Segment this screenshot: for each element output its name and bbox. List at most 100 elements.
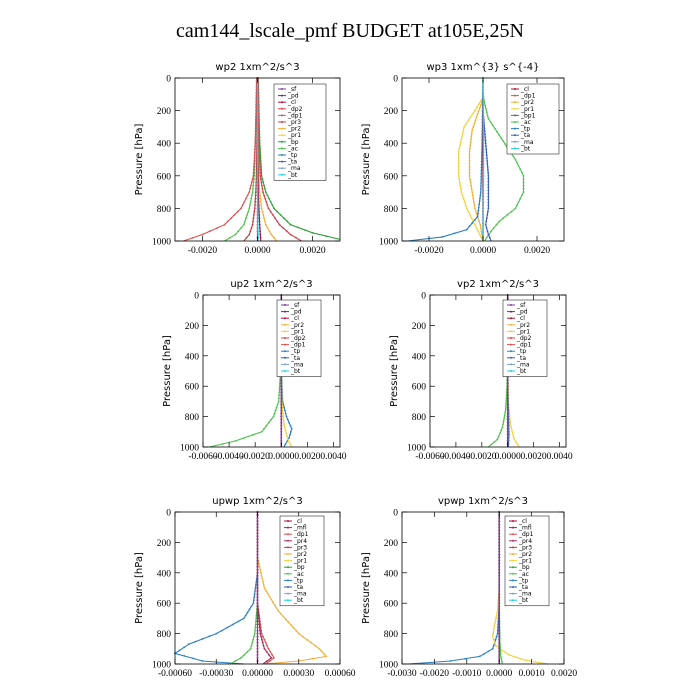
series-marker_dp2: [270, 418, 272, 421]
series-marker_pr2: [275, 607, 278, 609]
series-marker_mfl: [498, 644, 501, 647]
x-tick-label: 0.0020: [294, 452, 320, 462]
series-marker_mfl: [498, 541, 501, 544]
legend-label: _pr2: [516, 322, 530, 329]
series-marker_tp: [468, 225, 471, 228]
series-marker_tp: [480, 185, 482, 187]
series-marker_bt: [256, 89, 259, 91]
series-marker_mfl: [498, 571, 501, 574]
series-marker_tp: [491, 647, 494, 650]
series-marker_dp2: [221, 443, 224, 445]
series-marker_dp1: [254, 136, 257, 139]
series-marker_dp2: [274, 409, 277, 412]
series-marker_dp2: [505, 402, 507, 405]
series-marker_pr1: [493, 625, 496, 627]
series-marker_mfl: [498, 562, 501, 565]
series-marker_bt: [482, 201, 485, 204]
series-marker_pr2: [295, 629, 298, 632]
series-marker_sf: [280, 400, 283, 403]
x-tick-label: 0.0000: [268, 452, 294, 462]
series-marker_dp1: [233, 214, 236, 216]
series-marker_ac: [254, 629, 256, 632]
series-marker_ta: [484, 136, 487, 139]
series-marker_sf: [280, 418, 283, 421]
series-marker_sf: [280, 427, 283, 430]
legend-label: _pr1: [520, 106, 534, 113]
series-marker_dp2: [502, 420, 505, 423]
legend-label: _bt: [516, 368, 527, 375]
x-tick-label: -0.0030: [387, 669, 417, 679]
series-marker_ac: [255, 617, 257, 620]
series-marker_dp2: [272, 214, 274, 216]
series-marker_bt: [256, 106, 259, 109]
series-marker_mfl: [498, 590, 501, 592]
series-marker_pr2: [475, 116, 478, 118]
series-marker_mfl: [256, 657, 259, 659]
panel-title: wp2 1xm^2/s^3: [215, 62, 299, 73]
series-marker_ta: [487, 201, 490, 204]
legend-label: _dp1: [518, 531, 534, 538]
series-marker_mfl: [256, 526, 259, 529]
series-marker_pr1: [460, 138, 463, 141]
x-tick-label: -0.0040: [214, 452, 244, 462]
series-marker_bp: [304, 229, 307, 232]
series-marker_tp: [208, 635, 211, 638]
series-marker_bt: [256, 223, 259, 226]
series-marker_pr1: [491, 635, 494, 638]
legend-label: _pr4: [293, 538, 307, 545]
x-tick-label: -0.0020: [467, 452, 497, 462]
legend-label: _pr2: [520, 99, 534, 106]
series-marker_tp: [288, 421, 290, 424]
series-marker_bt: [482, 189, 485, 192]
series-marker_pr2: [469, 178, 471, 181]
series-marker_bt: [482, 177, 485, 180]
series-marker_ta: [487, 192, 490, 195]
series-marker_dp1: [254, 130, 257, 133]
series-marker_pr3: [255, 184, 257, 187]
y-axis-label: Pressure [hPa]: [134, 124, 145, 196]
series-marker_mfl: [498, 654, 501, 656]
legend-label: _ma: [287, 165, 301, 172]
series-marker_pr1: [494, 641, 496, 644]
series-marker_bt: [482, 94, 484, 97]
series-marker_pr1: [288, 441, 290, 443]
series-marker_dp1: [216, 227, 219, 229]
series-marker_mfl: [256, 654, 259, 656]
series-marker_dp1: [252, 169, 255, 171]
series-marker_ta: [487, 233, 490, 236]
series-marker_dp2: [295, 236, 297, 239]
series-marker_bt: [482, 91, 484, 94]
series-line_pr2: [256, 557, 328, 665]
series-marker_tp: [474, 218, 476, 221]
series-marker_mfl: [256, 641, 259, 644]
series-marker_mfl: [256, 535, 259, 538]
series-marker_dp1: [254, 133, 257, 136]
y-tick-label: 400: [412, 352, 427, 362]
series-marker_bt: [482, 157, 485, 159]
series-line_dp1: [183, 77, 258, 242]
series-marker_mfl: [256, 596, 259, 598]
series-marker_ta: [487, 177, 490, 180]
series-marker_pr1: [282, 411, 284, 414]
series-marker_bp: [325, 235, 328, 238]
legend-marker: [284, 310, 286, 313]
legend-marker: [512, 572, 514, 575]
series-marker_pr2: [270, 598, 273, 601]
series-marker_dp2: [279, 382, 281, 385]
legend-marker: [514, 94, 516, 97]
series-marker_cl: [258, 217, 261, 220]
series-marker_bt: [482, 154, 485, 157]
series-marker_bt: [256, 174, 259, 177]
series-marker_mfl: [498, 553, 501, 556]
series-marker_sf: [280, 415, 283, 418]
series-marker_tp: [480, 163, 483, 166]
series-marker_pr1: [286, 435, 288, 438]
series-marker_dp1: [241, 204, 244, 207]
legend-label: _tp: [518, 577, 528, 584]
series-marker_pr1: [253, 178, 255, 181]
series-marker_dp2: [267, 207, 270, 210]
series-marker_sf: [506, 388, 509, 391]
series-marker_bt: [256, 214, 259, 216]
series-marker_sf: [506, 424, 509, 427]
legend-label: _pr2: [518, 551, 532, 558]
